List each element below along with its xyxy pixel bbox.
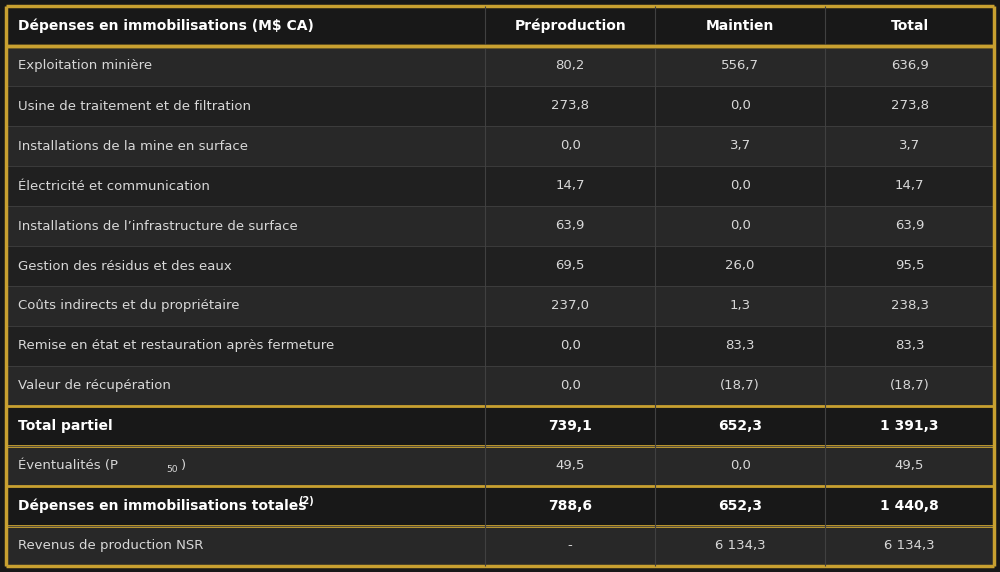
Text: (18,7): (18,7) bbox=[720, 379, 760, 392]
Text: ): ) bbox=[181, 459, 186, 472]
Text: 6 134,3: 6 134,3 bbox=[884, 539, 935, 553]
Bar bbox=[6, 6, 994, 46]
Text: Installations de la mine en surface: Installations de la mine en surface bbox=[18, 140, 248, 153]
Bar bbox=[6, 446, 994, 486]
Bar bbox=[6, 326, 994, 366]
Bar bbox=[6, 526, 994, 566]
Text: 1,3: 1,3 bbox=[730, 300, 751, 312]
Text: Coûts indirects et du propriétaire: Coûts indirects et du propriétaire bbox=[18, 300, 240, 312]
Text: Préproduction: Préproduction bbox=[514, 19, 626, 33]
Text: Valeur de récupération: Valeur de récupération bbox=[18, 379, 171, 392]
Text: 556,7: 556,7 bbox=[721, 59, 759, 73]
Text: 0,0: 0,0 bbox=[730, 100, 751, 113]
Text: 739,1: 739,1 bbox=[548, 419, 592, 433]
Bar bbox=[6, 406, 994, 446]
Text: 95,5: 95,5 bbox=[895, 260, 924, 272]
Text: 1 391,3: 1 391,3 bbox=[880, 419, 939, 433]
Text: Total: Total bbox=[890, 19, 929, 33]
Text: Dépenses en immobilisations (M$ CA): Dépenses en immobilisations (M$ CA) bbox=[18, 19, 314, 33]
Text: 49,5: 49,5 bbox=[895, 459, 924, 472]
Bar bbox=[6, 166, 994, 206]
Text: 273,8: 273,8 bbox=[891, 100, 929, 113]
Text: -: - bbox=[568, 539, 573, 553]
Text: Dépenses en immobilisations totales: Dépenses en immobilisations totales bbox=[18, 499, 306, 513]
Text: (18,7): (18,7) bbox=[890, 379, 929, 392]
Text: 69,5: 69,5 bbox=[555, 260, 585, 272]
Text: Usine de traitement et de filtration: Usine de traitement et de filtration bbox=[18, 100, 251, 113]
Text: 1 440,8: 1 440,8 bbox=[880, 499, 939, 513]
Text: 49,5: 49,5 bbox=[555, 459, 585, 472]
Text: 3,7: 3,7 bbox=[730, 140, 751, 153]
Text: Installations de l’infrastructure de surface: Installations de l’infrastructure de sur… bbox=[18, 220, 298, 232]
Text: Éventualités (P: Éventualités (P bbox=[18, 459, 118, 472]
Text: Maintien: Maintien bbox=[706, 19, 774, 33]
Text: 0,0: 0,0 bbox=[560, 140, 581, 153]
Text: 788,6: 788,6 bbox=[548, 499, 592, 513]
Bar bbox=[6, 206, 994, 246]
Text: 50: 50 bbox=[166, 464, 178, 474]
Text: 0,0: 0,0 bbox=[560, 340, 581, 352]
Text: Remise en état et restauration après fermeture: Remise en état et restauration après fer… bbox=[18, 340, 334, 352]
Text: 80,2: 80,2 bbox=[555, 59, 585, 73]
Text: Gestion des résidus et des eaux: Gestion des résidus et des eaux bbox=[18, 260, 232, 272]
Text: 6 134,3: 6 134,3 bbox=[715, 539, 765, 553]
Bar bbox=[6, 286, 994, 326]
Text: 237,0: 237,0 bbox=[551, 300, 589, 312]
Text: Exploitation minière: Exploitation minière bbox=[18, 59, 152, 73]
Text: 273,8: 273,8 bbox=[551, 100, 589, 113]
Text: 636,9: 636,9 bbox=[891, 59, 928, 73]
Text: 238,3: 238,3 bbox=[891, 300, 929, 312]
Text: Revenus de production NSR: Revenus de production NSR bbox=[18, 539, 203, 553]
Bar bbox=[6, 126, 994, 166]
Text: 0,0: 0,0 bbox=[730, 180, 751, 193]
Text: 26,0: 26,0 bbox=[725, 260, 755, 272]
Text: 83,3: 83,3 bbox=[725, 340, 755, 352]
Text: 14,7: 14,7 bbox=[895, 180, 924, 193]
Bar bbox=[6, 46, 994, 86]
Bar bbox=[6, 486, 994, 526]
Bar bbox=[6, 86, 994, 126]
Bar bbox=[6, 246, 994, 286]
Text: 652,3: 652,3 bbox=[718, 499, 762, 513]
Text: 0,0: 0,0 bbox=[730, 459, 751, 472]
Text: 652,3: 652,3 bbox=[718, 419, 762, 433]
Bar bbox=[6, 366, 994, 406]
Text: Électricité et communication: Électricité et communication bbox=[18, 180, 210, 193]
Text: (2): (2) bbox=[298, 496, 314, 506]
Text: 0,0: 0,0 bbox=[730, 220, 751, 232]
Text: 63,9: 63,9 bbox=[555, 220, 585, 232]
Text: 83,3: 83,3 bbox=[895, 340, 924, 352]
Text: 3,7: 3,7 bbox=[899, 140, 920, 153]
Text: Total partiel: Total partiel bbox=[18, 419, 113, 433]
Text: 0,0: 0,0 bbox=[560, 379, 581, 392]
Text: 14,7: 14,7 bbox=[555, 180, 585, 193]
Text: 63,9: 63,9 bbox=[895, 220, 924, 232]
